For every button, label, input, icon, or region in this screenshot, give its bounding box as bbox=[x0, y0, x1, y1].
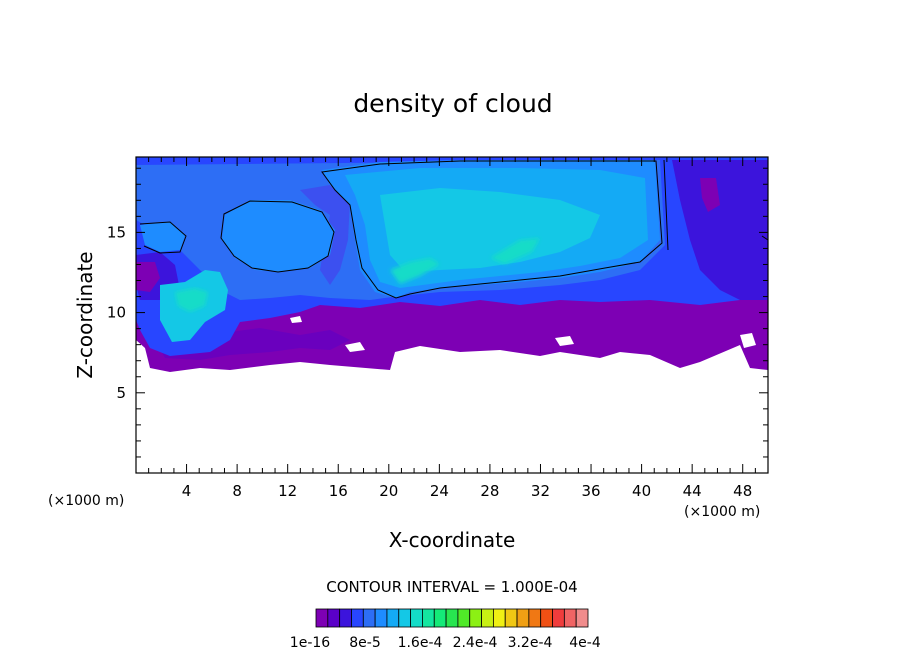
region-purple-right-core bbox=[700, 178, 720, 212]
x-tick-label: 32 bbox=[531, 482, 550, 500]
contour-lines bbox=[139, 159, 768, 299]
contour-left-lobe bbox=[220, 200, 335, 273]
colorbar-tick-label: 1e-16 bbox=[290, 635, 330, 651]
region-purple-left-core bbox=[136, 262, 160, 292]
colorbar-tick-label: 1.6e-4 bbox=[398, 635, 443, 651]
colorbar-swatch bbox=[398, 608, 412, 628]
colorbar-tick-label: 2.4e-4 bbox=[453, 635, 498, 651]
chart-title: density of cloud bbox=[353, 89, 552, 118]
y-axis: 5 10 15 bbox=[107, 167, 768, 458]
colorbar bbox=[315, 608, 589, 628]
colorbar-swatch bbox=[339, 608, 352, 628]
x-tick-label: 8 bbox=[232, 482, 242, 500]
heatmap-field bbox=[136, 157, 768, 372]
x-tick-label: 20 bbox=[379, 482, 398, 500]
colorbar-tick-label: 8e-5 bbox=[349, 635, 380, 651]
region-gaps bbox=[290, 316, 756, 370]
contour-anvil bbox=[321, 160, 663, 299]
x-tick-label: 40 bbox=[632, 482, 651, 500]
colorbar-swatch bbox=[528, 608, 542, 628]
colorbar-swatch bbox=[457, 608, 471, 628]
x-axis-label: X-coordinate bbox=[389, 528, 516, 552]
contour-right-edge bbox=[663, 159, 768, 251]
contour-interval-label: CONTOUR INTERVAL = 1.000E-04 bbox=[326, 578, 577, 596]
x-tick-label: 16 bbox=[329, 482, 348, 500]
colorbar-swatch bbox=[374, 608, 388, 628]
colorbar-swatch bbox=[504, 608, 518, 628]
x-unit-label-left: (×1000 m) bbox=[48, 493, 124, 509]
colorbar-swatch bbox=[563, 608, 577, 628]
colorbar-swatch bbox=[327, 608, 341, 628]
colorbar-swatch bbox=[362, 608, 376, 628]
y-tick-label: 5 bbox=[116, 384, 126, 402]
colorbar-swatch bbox=[575, 608, 589, 628]
region-blue-tongue bbox=[300, 185, 350, 285]
colorbar-swatch bbox=[433, 608, 447, 628]
x-unit-label-right: (×1000 m) bbox=[684, 504, 760, 520]
colorbar-swatch bbox=[351, 608, 364, 628]
colorbar-tick-label: 4e-4 bbox=[569, 635, 601, 651]
colorbar-swatch bbox=[469, 608, 482, 628]
x-tick-label: 24 bbox=[430, 482, 449, 500]
region-dark-band-right bbox=[672, 160, 768, 300]
x-tick-label: 4 bbox=[182, 482, 192, 500]
x-tick-label: 36 bbox=[581, 482, 600, 500]
region-left-upper bbox=[140, 222, 185, 252]
colorbar-swatch bbox=[445, 608, 459, 628]
x-tick-label: 28 bbox=[480, 482, 499, 500]
colorbar-swatch bbox=[552, 608, 565, 628]
colorbar-swatch bbox=[386, 608, 400, 628]
colorbar-swatch bbox=[492, 608, 506, 628]
region-left-lobe bbox=[222, 200, 335, 272]
y-axis-label: Z-coordinate bbox=[73, 251, 97, 378]
x-tick-label: 44 bbox=[683, 482, 702, 500]
colorbar-swatch bbox=[410, 608, 423, 628]
colorbar-swatch bbox=[422, 608, 435, 628]
region-anvil-green bbox=[390, 238, 540, 284]
colorbar-tick-label: 3.2e-4 bbox=[508, 635, 553, 651]
colorbar-swatch bbox=[516, 608, 530, 628]
x-tick-label: 48 bbox=[733, 482, 752, 500]
colorbar-swatch bbox=[540, 608, 553, 628]
y-tick-label: 15 bbox=[107, 223, 126, 241]
colorbar-swatch bbox=[315, 608, 329, 628]
contour-left-edge bbox=[139, 221, 187, 254]
colorbar-labels: 1e-16 8e-5 1.6e-4 2.4e-4 3.2e-4 4e-4 bbox=[290, 635, 601, 651]
x-tick-label: 12 bbox=[278, 482, 297, 500]
y-tick-label: 10 bbox=[107, 304, 126, 322]
region-left-cell-green bbox=[175, 288, 208, 312]
region-anvil-bright bbox=[380, 188, 600, 272]
x-axis: 4 8 12 16 20 24 28 32 36 40 44 48 bbox=[148, 157, 756, 500]
colorbar-swatch bbox=[481, 608, 494, 628]
